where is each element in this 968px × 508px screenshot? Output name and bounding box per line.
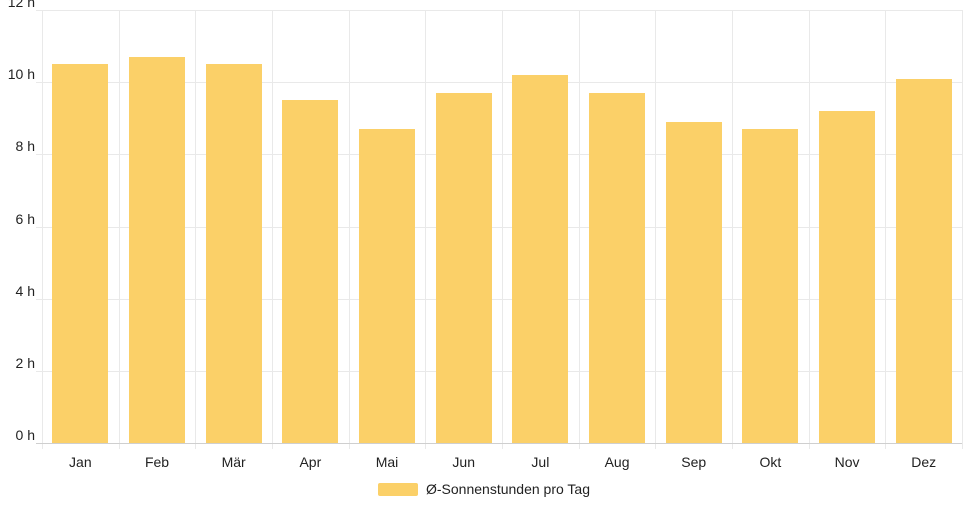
legend-label: Ø-Sonnenstunden pro Tag	[426, 481, 590, 497]
vertical-gridline	[118, 10, 120, 449]
vertical-gridline	[732, 10, 733, 449]
x-axis-label-sep: Sep	[681, 454, 707, 470]
x-axis-label-okt: Okt	[759, 454, 782, 470]
vertical-gridline	[885, 10, 887, 449]
x-axis-label-mär: Mär	[221, 454, 246, 470]
legend-item-sun-hours[interactable]: Ø-Sonnenstunden pro Tag	[378, 481, 590, 497]
x-axis: Jan Feb Mär Apr Mai Jun Jul Aug Sep Okt Nov Dez	[42, 452, 962, 472]
bar-dez[interactable]	[895, 78, 952, 443]
vertical-gridline	[655, 10, 657, 449]
vertical-gridline	[578, 10, 580, 449]
x-axis-line	[36, 443, 962, 444]
vertical-gridline	[348, 10, 350, 449]
y-axis-tick-label: 6 h	[15, 210, 35, 227]
horizontal-gridline	[36, 298, 962, 300]
bar-jul[interactable]	[512, 74, 569, 443]
y-axis: 0 h 2 h 4 h 6 h 8 h 10 h 12 h	[0, 0, 35, 508]
vertical-gridline	[272, 10, 273, 449]
x-axis-label-aug: Aug	[604, 454, 630, 470]
bar-feb[interactable]	[129, 56, 185, 443]
x-axis-label-apr: Apr	[299, 454, 322, 470]
vertical-gridline	[425, 10, 427, 449]
vertical-gridline	[808, 10, 810, 449]
bar-jun[interactable]	[435, 93, 492, 443]
horizontal-gridline	[36, 82, 962, 84]
bar-apr[interactable]	[282, 100, 339, 443]
x-axis-label-jul: Jul	[531, 454, 550, 470]
x-axis-label-feb: Feb	[144, 454, 170, 470]
y-axis-tick-label: 2 h	[15, 354, 35, 371]
y-axis-tick-label: 8 h	[15, 138, 35, 155]
vertical-gridline	[962, 10, 963, 449]
legend: Ø-Sonnenstunden pro Tag	[0, 481, 968, 497]
bar-okt[interactable]	[742, 129, 799, 443]
plot-area	[36, 10, 963, 449]
y-axis-tick-label: 4 h	[15, 282, 35, 299]
x-axis-label-nov: Nov	[834, 454, 860, 470]
x-axis-label-jun: Jun	[452, 454, 475, 470]
legend-swatch-icon	[378, 482, 418, 496]
bar-sep[interactable]	[665, 121, 722, 443]
x-axis-label-dez: Dez	[911, 454, 937, 470]
bar-nov[interactable]	[819, 111, 875, 443]
vertical-gridline	[42, 10, 43, 449]
x-axis-label-jan: Jan	[69, 454, 92, 470]
bar-mai[interactable]	[359, 129, 415, 443]
y-axis-tick-label: 0 h	[15, 427, 35, 443]
vertical-gridline	[502, 10, 503, 449]
y-axis-tick-label: 12 h	[7, 0, 35, 10]
horizontal-gridline	[36, 154, 962, 156]
horizontal-gridline	[36, 370, 962, 372]
bar-aug[interactable]	[589, 93, 645, 443]
vertical-gridline	[195, 10, 197, 449]
bar-mär[interactable]	[205, 64, 262, 443]
bar-jan[interactable]	[52, 64, 109, 443]
horizontal-gridline	[36, 226, 962, 228]
y-axis-tick-label: 10 h	[7, 66, 35, 83]
x-axis-label-mai: Mai	[375, 454, 399, 470]
horizontal-gridline	[36, 10, 962, 11]
